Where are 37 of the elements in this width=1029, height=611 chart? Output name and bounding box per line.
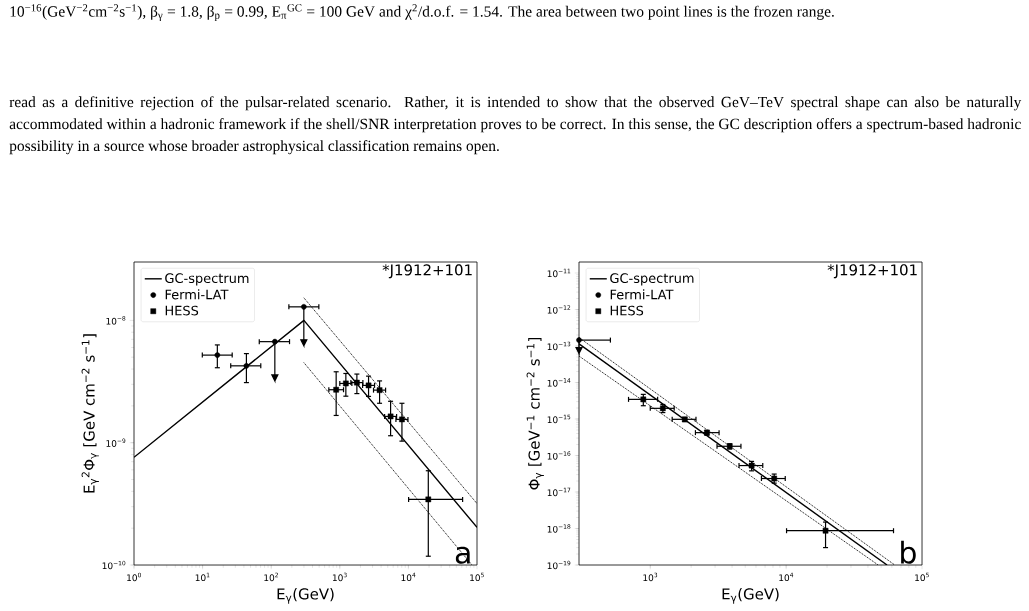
y-tick-label: 10$^{−11}$ <box>547 268 571 278</box>
text: 10$^{−16}$(GeV$^{−2}$cm$^{−2}$s$^{−1}$), β$_{γ}$ = 1.8, β$_{p}$ = 0.99, E$_{π}$$^{GC}$ = 100 GeV and χ$^{2}$/d.o.f. = 1.54. The area between two point lines is the frozen range. <box>10 4 834 21</box>
x-tick-label: 10$^{3}$ <box>332 572 347 582</box>
x-tick-label: 10$^{4}$ <box>779 572 794 582</box>
text: Φ$_{γ}$ [GeV$^{−1}$ cm$^{−2}$ s$^{−1}$] <box>526 337 544 490</box>
y-tick-label: 10$^{−18}$ <box>547 524 571 533</box>
y-tick-label: 10$^{−15}$ <box>547 414 571 424</box>
x-tick-label: 10$^{0}$ <box>127 572 141 582</box>
annotation: a <box>455 546 470 564</box>
x-tick-label: 10$^{3}$ <box>643 572 658 582</box>
legend-label: HESS <box>165 305 199 316</box>
x-axis-title: E$_{γ}$(GeV) <box>277 588 334 604</box>
y-tick-label: 10$^{−14}$ <box>547 378 571 387</box>
legend-label: GC-spectrum <box>165 273 249 286</box>
y-tick-label: 10$^{−17}$ <box>547 487 571 497</box>
annotation: *J1912+101 <box>382 264 472 279</box>
legend-label: Fermi-LAT <box>165 289 229 300</box>
x-axis-title: E$_{γ}$(GeV) <box>722 588 779 604</box>
annotation: *J1912+101 <box>827 264 917 279</box>
x-tick-label: 10$^{5}$ <box>915 572 929 582</box>
x-tick-label: 10$^{4}$ <box>401 572 416 582</box>
annotation: b <box>901 540 916 564</box>
x-tick-label: 10$^{5}$ <box>470 572 484 582</box>
text: read as a definitive rejection of the pulsar-related scenario. Rather, it is intended to show that the observed GeV–TeV spectral shape can also be naturally accommodated within a hadronic framework if the shell/SNR interpretation proves to be correct. In this sense, the GC description offers a spectrum-based hadronic possibility in a source whose broader astrophysical classification remains open. <box>9 96 1022 155</box>
y-tick-label: 10$^{−10}$ <box>102 560 126 570</box>
x-tick-label: 10$^{1}$ <box>195 572 210 582</box>
x-tick-label: 10$^{2}$ <box>264 572 278 582</box>
text: E$_{γ}$$^{2}$Φ$_{γ}$ [GeV cm$^{−2}$ s$^{−1}$] <box>81 334 99 493</box>
y-tick-label: 10$^{−13}$ <box>547 341 571 351</box>
y-tick-label: 10$^{−12}$ <box>547 305 571 314</box>
legend-label: GC-spectrum <box>610 273 694 286</box>
y-tick-label: 10$^{−9}$ <box>106 438 126 447</box>
y-tick-label: 10$^{−8}$ <box>106 316 126 325</box>
y-tick-label: 10$^{−19}$ <box>547 560 571 570</box>
legend-label: Fermi-LAT <box>610 289 674 300</box>
y-tick-label: 10$^{−16}$ <box>547 451 571 460</box>
legend-label: HESS <box>610 305 644 316</box>
